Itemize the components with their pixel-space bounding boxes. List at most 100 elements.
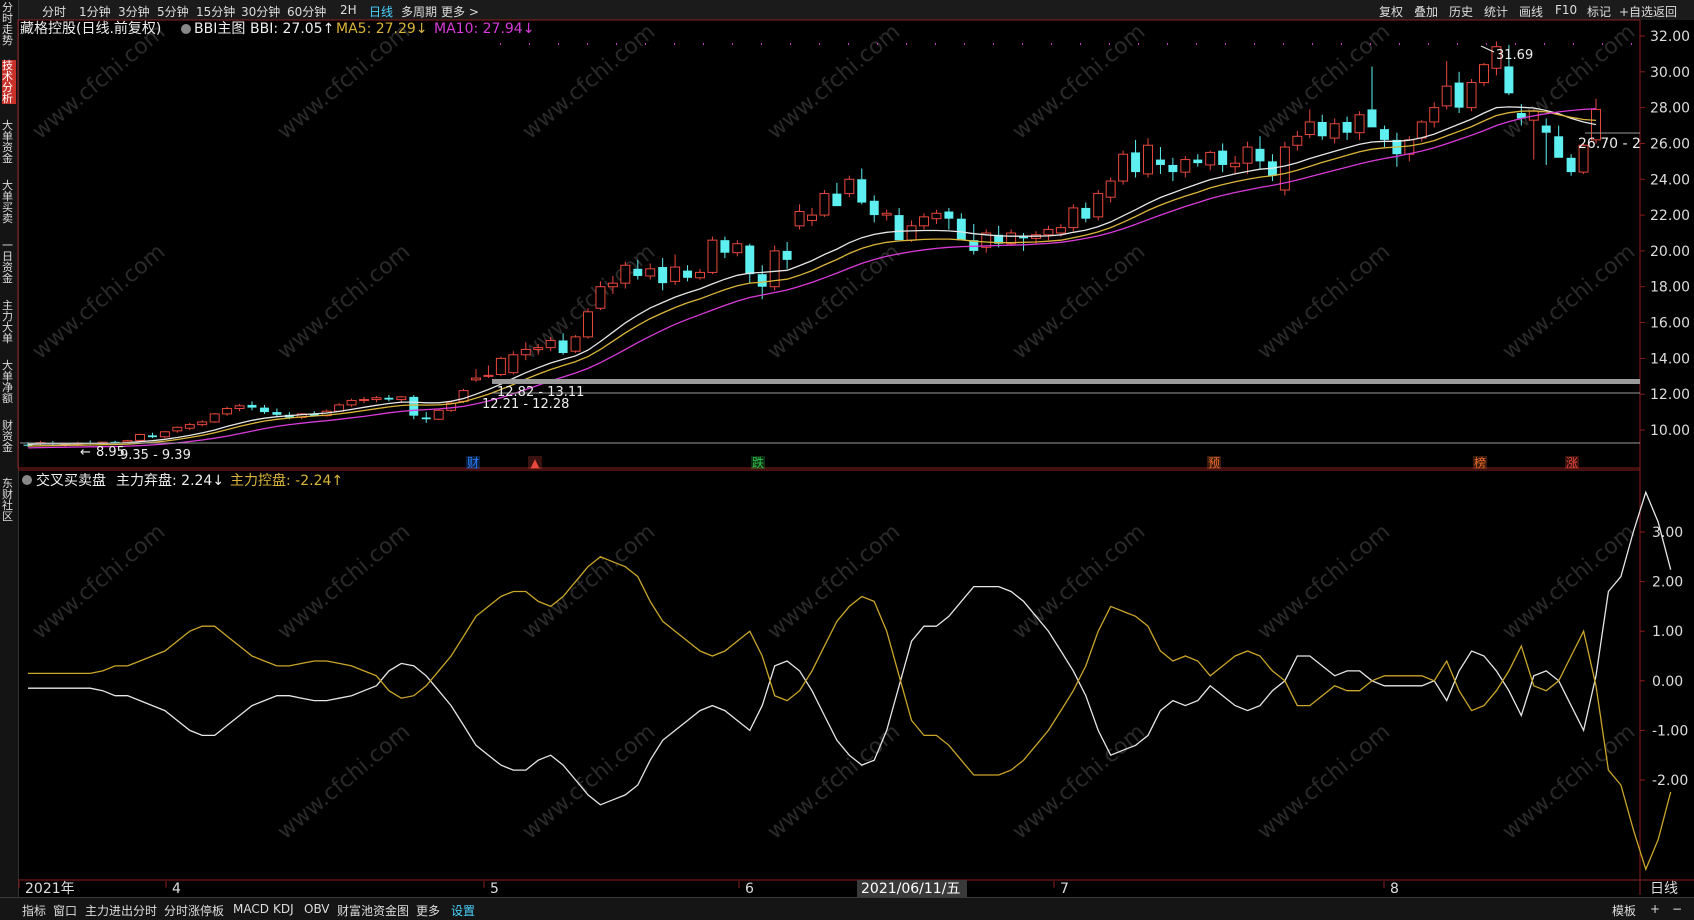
candle-86[interactable] [1093,190,1104,221]
candle-63[interactable] [807,207,817,226]
candle-14[interactable] [197,420,208,427]
candle-84[interactable] [1068,204,1079,232]
candle-41[interactable] [533,344,544,355]
candle-123[interactable] [1554,125,1564,158]
period-tab-10[interactable]: 更多 > [441,5,479,19]
candle-32[interactable] [421,412,431,423]
candle-28[interactable] [371,395,382,403]
candle-126[interactable] [1591,98,1601,144]
candle-116[interactable] [1466,78,1477,112]
toolbar-button-7[interactable]: +自选 [1619,5,1654,19]
candle-87[interactable] [1105,177,1116,203]
candle-42[interactable] [545,336,556,352]
candle-60[interactable] [769,245,780,291]
candle-125[interactable] [1578,143,1589,174]
candle-108[interactable] [1367,66,1377,128]
candle-48[interactable] [620,261,631,289]
candle-119[interactable] [1504,44,1514,96]
candle-92[interactable] [1168,157,1178,182]
toolbar-button-8[interactable]: 返回 [1653,5,1678,19]
candle-61[interactable] [782,241,792,269]
candle-70[interactable] [894,207,904,241]
candle-104[interactable] [1317,114,1327,140]
candle-38[interactable] [495,356,506,377]
candle-107[interactable] [1354,111,1365,140]
candle-94[interactable] [1193,154,1203,167]
candle-17[interactable] [234,404,245,412]
candle-65[interactable] [832,182,842,207]
candle-118[interactable] [1491,41,1502,76]
side-tab-8[interactable]: 东财社区 [2,477,13,523]
side-tab-2[interactable]: 大单资金 [2,119,13,165]
period-tab-4[interactable]: 15分钟 [196,5,236,19]
candle-19[interactable] [259,404,269,414]
event-markers[interactable]: 财 ▲ 跌 预 榜 涨 [466,455,1579,470]
candle-67[interactable] [857,168,867,205]
candle-10[interactable] [147,432,157,439]
candle-103[interactable] [1304,109,1315,139]
candle-55[interactable] [707,236,718,275]
candle-44[interactable] [570,335,581,353]
candle-97[interactable] [1230,155,1241,174]
candle-124[interactable] [1566,154,1576,176]
candle-12[interactable] [172,426,183,433]
candle-68[interactable] [869,195,879,223]
candle-57[interactable] [732,240,743,257]
candle-62[interactable] [794,204,805,230]
candle-13[interactable] [184,422,195,430]
candle-101[interactable] [1279,141,1290,196]
toolbar-button-5[interactable]: F10 [1555,3,1578,17]
indicator-name[interactable]: BBI主图 [194,21,245,37]
candle-91[interactable] [1155,147,1165,174]
candle-52[interactable] [670,254,681,285]
event-marker-2[interactable]: 跌 [751,455,765,470]
bottom-tab-0[interactable]: 指标 [22,904,47,918]
candle-89[interactable] [1131,139,1141,178]
bottom-tab-2[interactable]: 主力进出分时 [85,904,158,918]
candle-117[interactable] [1479,62,1489,87]
candle-37[interactable] [483,365,494,379]
sub-indicator-settings-icon[interactable] [22,475,32,485]
event-marker-1[interactable]: ▲ [528,456,542,470]
candle-99[interactable] [1255,136,1265,169]
period-tab-9[interactable]: 多周期 [401,5,438,19]
candle-93[interactable] [1180,155,1191,178]
candle-33[interactable] [433,408,444,421]
candle-69[interactable] [881,209,892,221]
period-tab-6[interactable]: 60分钟 [287,5,327,19]
candle-51[interactable] [658,258,668,291]
bottom-tab-9[interactable]: 设置 [451,904,476,918]
side-tab-7[interactable]: 财资金 [2,419,13,454]
candle-47[interactable] [607,275,618,294]
side-tab-0[interactable]: 分时走势 [2,1,13,47]
toolbar-button-3[interactable]: 统计 [1484,5,1509,19]
period-tab-5[interactable]: 30分钟 [241,5,281,19]
toolbar-button-4[interactable]: 画线 [1519,5,1544,19]
candle-113[interactable] [1429,102,1440,128]
bottom-right-button-1[interactable]: + [1650,902,1661,916]
period-tab-3[interactable]: 5分钟 [157,5,189,19]
candle-85[interactable] [1081,202,1091,223]
candle-20[interactable] [272,408,282,417]
candle-9[interactable] [135,433,145,442]
candle-46[interactable] [595,281,606,311]
candle-43[interactable] [558,333,568,355]
event-marker-0[interactable]: 财 [466,456,480,470]
candle-64[interactable] [819,190,830,217]
candle-18[interactable] [247,401,257,411]
event-marker-5[interactable]: 涨 [1565,455,1579,470]
sub-indicator-name[interactable]: 交叉买卖盘 [36,472,106,489]
candle-26[interactable] [346,398,357,407]
period-tab-2[interactable]: 3分钟 [118,5,150,19]
side-tab-1[interactable]: 技术分析 [2,60,16,104]
bottom-right-button-0[interactable]: 模板 [1612,904,1637,918]
candle-96[interactable] [1218,143,1228,173]
candle-56[interactable] [720,236,730,259]
bottom-tab-3[interactable]: 分时涨停板 [164,904,225,918]
indicator-settings-icon[interactable] [181,24,191,34]
toolbar-button-6[interactable]: 标记 [1587,5,1612,19]
period-tab-1[interactable]: 1分钟 [79,5,111,19]
candle-53[interactable] [683,265,693,282]
candle-115[interactable] [1454,71,1464,114]
candle-15[interactable] [209,412,220,423]
